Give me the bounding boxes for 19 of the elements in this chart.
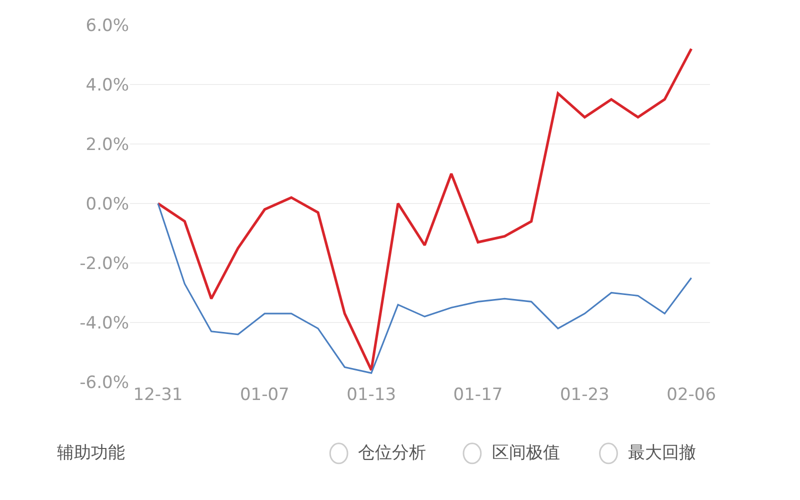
y-tick-label: -4.0% bbox=[80, 313, 129, 334]
text: 仓位分析 bbox=[358, 443, 426, 463]
y-tick-label: 2.0% bbox=[86, 134, 129, 155]
x-tick-label: 01-17 bbox=[453, 385, 503, 405]
x-tick-label: 02-06 bbox=[666, 385, 716, 405]
x-tick-label: 12-31 bbox=[133, 385, 183, 405]
y-tick-label: 6.0% bbox=[86, 16, 129, 36]
line-series bbox=[157, 202, 692, 374]
text: 最大回撤 bbox=[628, 443, 696, 463]
y-tick-label: -6.0% bbox=[80, 372, 129, 393]
y-tick-label: -2.0% bbox=[80, 254, 129, 274]
text: 区间极值 bbox=[492, 443, 560, 463]
x-tick-label: 01-07 bbox=[240, 385, 290, 405]
text: 辅助功能 bbox=[57, 443, 125, 463]
y-tick-label: 0.0% bbox=[86, 194, 129, 214]
x-tick-label: 01-13 bbox=[346, 385, 396, 405]
line-series bbox=[156, 48, 693, 372]
y-tick-label: 4.0% bbox=[86, 75, 129, 96]
x-tick-label: 01-23 bbox=[560, 385, 610, 405]
